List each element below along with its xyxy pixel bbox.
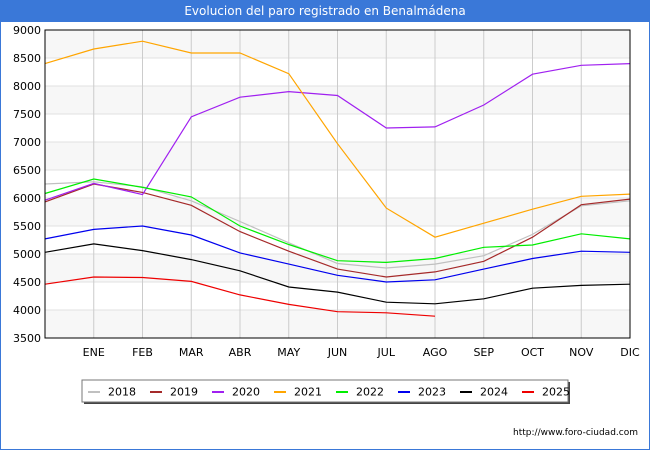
x-tick-label: JUN [327, 346, 348, 359]
series-line-2024 [44, 243, 631, 305]
y-tick-label: 6000 [13, 192, 41, 205]
series-line-2020 [44, 63, 631, 201]
x-tick-label: FEB [132, 346, 153, 359]
y-tick-label: 4500 [13, 276, 41, 289]
legend-item-2020: 2020 [212, 386, 260, 399]
x-tick-label: OCT [521, 346, 544, 359]
series-line-2021 [44, 40, 631, 238]
series-line-2019 [44, 183, 631, 278]
legend-label: 2018 [108, 386, 136, 399]
series-line-2023 [44, 225, 631, 283]
legend-label: 2025 [542, 386, 570, 399]
legend-item-2019: 2019 [150, 386, 198, 399]
series-lines [44, 40, 631, 317]
source-url: http://www.foro-ciudad.com [513, 428, 638, 438]
y-tick-label: 8000 [13, 80, 41, 93]
legend-item-2022: 2022 [336, 386, 384, 399]
legend-box [81, 379, 569, 403]
x-tick-label: AGO [423, 346, 448, 359]
x-tick-label: ENE [83, 346, 105, 359]
legend-label: 2022 [356, 386, 384, 399]
x-tick-label: MAY [277, 346, 300, 359]
x-axis-ticks: ENE FEB MAR ABR MAY JUN JUL AGO SEP OCT NOV DIC [83, 346, 640, 359]
series-line-2025 [44, 276, 436, 317]
legend-item-2023: 2023 [398, 386, 446, 399]
y-tick-label: 3500 [13, 332, 41, 345]
legend-label: 2024 [480, 386, 508, 399]
legend-label: 2023 [418, 386, 446, 399]
y-tick-label: 5500 [13, 220, 41, 233]
legend-item-2024: 2024 [460, 386, 508, 399]
y-tick-label: 9000 [13, 24, 41, 37]
y-axis-ticks: 9000 8500 8000 7500 7000 6500 6000 5500 5000 4500… [13, 24, 41, 345]
x-tick-label: JUL [377, 346, 396, 359]
legend-label: 2020 [232, 386, 260, 399]
y-tick-label: 7500 [13, 108, 41, 121]
y-tick-label: 6500 [13, 164, 41, 177]
chart-title: Evolucion del paro registrado en Benalmá… [0, 0, 650, 22]
x-tick-label: ABR [229, 346, 252, 359]
legend: 2018 2019 2020 2021 2022 2023 2024 2025 [81, 379, 570, 404]
x-tick-label: SEP [473, 346, 494, 359]
x-tick-label: MAR [179, 346, 204, 359]
y-tick-label: 7000 [13, 136, 41, 149]
plot-border [44, 29, 631, 339]
x-tick-label: DIC [620, 346, 640, 359]
x-tick-label: NOV [569, 346, 594, 359]
y-tick-label: 8500 [13, 52, 41, 65]
legend-label: 2021 [294, 386, 322, 399]
y-tick-label: 4000 [13, 304, 41, 317]
legend-item-2018: 2018 [88, 386, 136, 399]
legend-item-2021: 2021 [274, 386, 322, 399]
legend-item-2025: 2025 [522, 386, 570, 399]
series-line-2022 [44, 178, 631, 264]
y-tick-label: 5000 [13, 248, 41, 261]
legend-label: 2019 [170, 386, 198, 399]
